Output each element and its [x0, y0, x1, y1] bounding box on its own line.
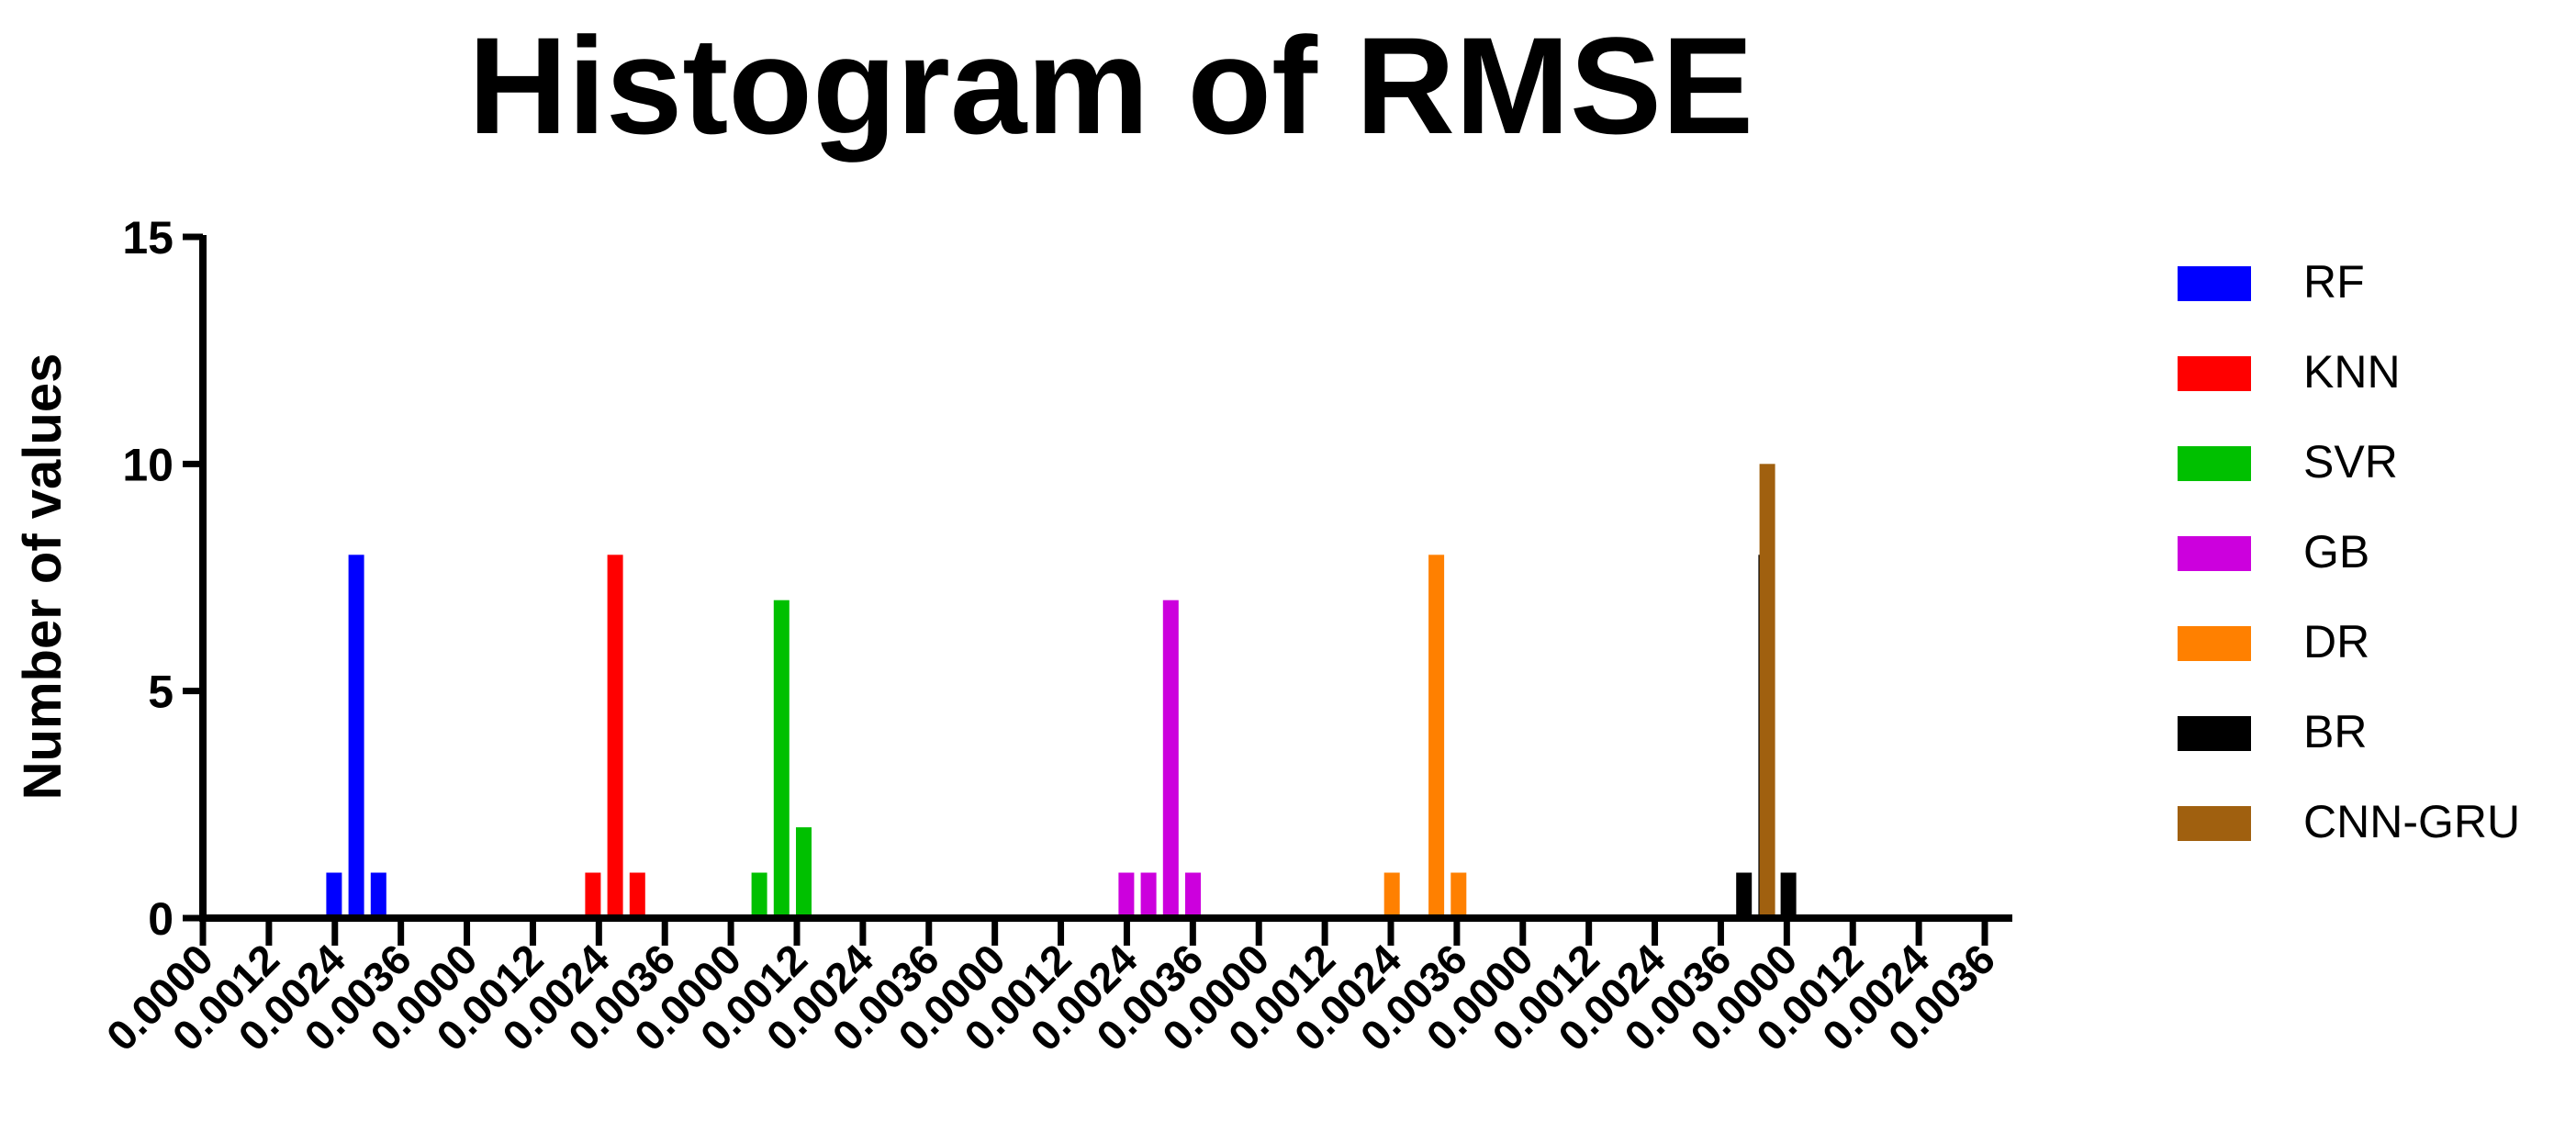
legend-swatch-knn — [2178, 356, 2251, 391]
bar-cnn-gru-0 — [1759, 464, 1775, 918]
bar-gb-1 — [1140, 872, 1157, 918]
legend: RF KNN SVR GB DR BR CNN-GRU — [2178, 256, 2520, 847]
bar-rf-2 — [370, 872, 386, 918]
bar-rf-0 — [326, 872, 342, 918]
bar-gb-3 — [1185, 872, 1201, 918]
legend-label-cnn-gru: CNN-GRU — [2303, 796, 2520, 847]
legend-label-br: BR — [2303, 706, 2367, 757]
bar-svr-2 — [796, 827, 812, 918]
bar-dr-0 — [1383, 872, 1400, 918]
legend-swatch-dr — [2178, 626, 2251, 661]
bar-br-2 — [1780, 872, 1797, 918]
legend-swatch-rf — [2178, 266, 2251, 301]
bar-rf-1 — [348, 555, 364, 918]
legend-swatch-svr — [2178, 446, 2251, 481]
legend-label-rf: RF — [2303, 256, 2365, 308]
bar-gb-2 — [1162, 600, 1179, 918]
legend-label-gb: GB — [2303, 526, 2369, 577]
legend-swatch-gb — [2178, 536, 2251, 571]
y-tick-label-15: 15 — [122, 212, 174, 263]
legend-swatch-cnn-gru — [2178, 806, 2251, 841]
legend-label-dr: DR — [2303, 616, 2369, 667]
bar-dr-2 — [1450, 872, 1467, 918]
bar-svr-1 — [773, 600, 790, 918]
bar-knn-2 — [629, 872, 645, 918]
legend-label-knn: KNN — [2303, 346, 2401, 398]
bar-gb-0 — [1118, 872, 1135, 918]
y-tick-label-10: 10 — [122, 439, 174, 490]
y-tick-label-0: 0 — [148, 893, 174, 945]
bar-br-0 — [1736, 872, 1753, 918]
legend-label-svr: SVR — [2303, 436, 2398, 488]
chart-title: Histogram of RMSE — [468, 8, 1753, 163]
plot-area: 0510150.00000.00120.00240.00360.00000.00… — [97, 212, 2012, 1060]
bar-dr-1 — [1428, 555, 1445, 918]
y-axis-label: Number of values — [13, 353, 73, 801]
legend-swatch-br — [2178, 716, 2251, 751]
bar-knn-1 — [607, 555, 623, 918]
bar-svr-0 — [751, 872, 767, 918]
bar-knn-0 — [585, 872, 601, 918]
y-tick-label-5: 5 — [148, 667, 174, 718]
